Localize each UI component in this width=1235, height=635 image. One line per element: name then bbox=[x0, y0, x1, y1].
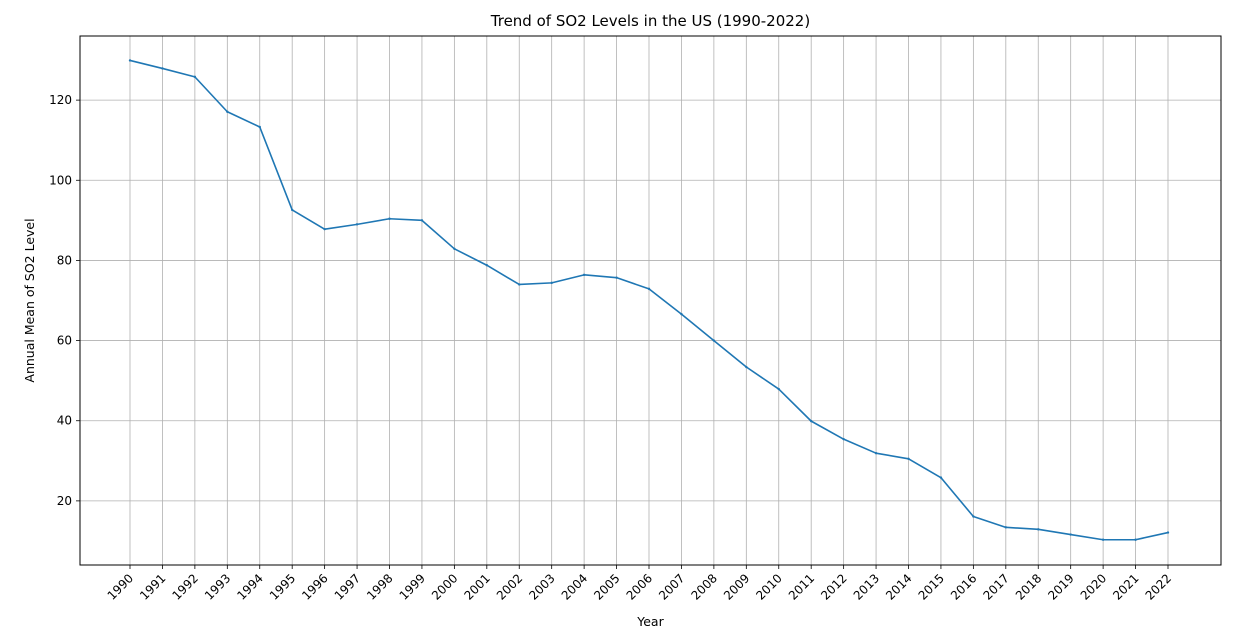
x-tick-label: 2016 bbox=[948, 571, 979, 602]
data-point bbox=[323, 227, 326, 231]
y-tick-label: 120 bbox=[49, 93, 72, 107]
x-tick-label: 2021 bbox=[1110, 571, 1141, 602]
data-point bbox=[1101, 538, 1105, 541]
data-point bbox=[582, 273, 586, 277]
data-point bbox=[1004, 526, 1008, 529]
x-tick-label: 1990 bbox=[105, 571, 136, 602]
x-tick-label: 1997 bbox=[332, 571, 363, 602]
data-point bbox=[712, 339, 716, 342]
data-point bbox=[972, 515, 975, 518]
x-tick-label: 2009 bbox=[721, 571, 752, 602]
data-point bbox=[745, 365, 748, 369]
data-point bbox=[420, 219, 424, 222]
data-point bbox=[1069, 533, 1072, 536]
x-tick-label: 2015 bbox=[916, 571, 947, 602]
x-tick-label: 2020 bbox=[1078, 571, 1109, 602]
x-tick-label: 2005 bbox=[591, 571, 622, 602]
x-tick-label: 1998 bbox=[364, 571, 395, 602]
data-point bbox=[647, 287, 651, 291]
x-tick-label: 2008 bbox=[688, 571, 719, 602]
data-point bbox=[258, 125, 261, 129]
y-axis-title: Annual Mean of SO2 Level bbox=[22, 218, 37, 382]
data-point bbox=[874, 451, 878, 455]
data-point bbox=[939, 476, 943, 479]
x-tick-label: 2014 bbox=[883, 571, 914, 602]
x-tick-label: 2003 bbox=[526, 571, 557, 602]
data-point bbox=[907, 457, 910, 460]
x-tick-label: 1999 bbox=[397, 571, 428, 602]
data-point bbox=[1134, 538, 1137, 541]
data-point bbox=[193, 75, 197, 79]
x-tick-label: 2010 bbox=[753, 571, 784, 602]
x-tick-label: 2017 bbox=[980, 571, 1011, 602]
data-point bbox=[1037, 528, 1040, 531]
data-point bbox=[290, 208, 294, 212]
x-tick-label: 2002 bbox=[494, 571, 525, 602]
x-tick-label: 1992 bbox=[169, 571, 200, 602]
y-tick-label: 20 bbox=[57, 494, 72, 508]
x-tick-label: 2004 bbox=[559, 571, 590, 602]
y-tick-label: 40 bbox=[57, 414, 72, 428]
x-tick-label: 1994 bbox=[234, 571, 265, 602]
data-point bbox=[388, 217, 391, 220]
data-point bbox=[161, 67, 164, 70]
data-point bbox=[226, 110, 229, 113]
data-point bbox=[453, 247, 456, 251]
x-tick-label: 2022 bbox=[1143, 571, 1174, 602]
x-tick-label: 2006 bbox=[624, 571, 655, 602]
x-tick-label: 2019 bbox=[1045, 571, 1076, 602]
data-point bbox=[355, 223, 359, 226]
chart-title: Trend of SO2 Levels in the US (1990-2022… bbox=[490, 12, 810, 30]
x-tick-label: 2011 bbox=[786, 571, 817, 602]
y-tick-label: 80 bbox=[57, 253, 72, 267]
x-tick-label: 2012 bbox=[818, 571, 849, 602]
x-tick-label: 2000 bbox=[429, 571, 460, 602]
x-tick-label: 1996 bbox=[299, 571, 330, 602]
data-point bbox=[1166, 531, 1170, 534]
data-point bbox=[809, 419, 813, 423]
data-point bbox=[842, 437, 845, 441]
data-point bbox=[550, 281, 553, 285]
x-tick-label: 1995 bbox=[267, 571, 298, 602]
x-tick-label: 2007 bbox=[656, 571, 687, 602]
x-axis: 1990 1991 1992 1993 1994 1995 1996 1997 1998 1999… bbox=[105, 565, 1174, 603]
x-tick-label: 1991 bbox=[137, 571, 168, 602]
data-point bbox=[518, 283, 521, 286]
grid bbox=[80, 36, 1221, 565]
data-point bbox=[485, 264, 489, 267]
data-point bbox=[128, 59, 132, 62]
x-tick-label: 1993 bbox=[202, 571, 233, 602]
data-point bbox=[615, 276, 618, 279]
x-tick-label: 2001 bbox=[461, 571, 492, 602]
data-point bbox=[680, 312, 683, 316]
x-tick-label: 2013 bbox=[851, 571, 882, 602]
y-axis: 20 40 60 80 100 120 bbox=[49, 93, 80, 508]
series-layer bbox=[128, 59, 1170, 541]
y-tick-label: 60 bbox=[57, 334, 72, 348]
x-tick-label: 2018 bbox=[1013, 571, 1044, 602]
plot-frame bbox=[79, 35, 1222, 566]
x-axis-title: Year bbox=[636, 614, 664, 629]
data-point bbox=[777, 387, 780, 391]
y-tick-label: 100 bbox=[49, 173, 72, 187]
